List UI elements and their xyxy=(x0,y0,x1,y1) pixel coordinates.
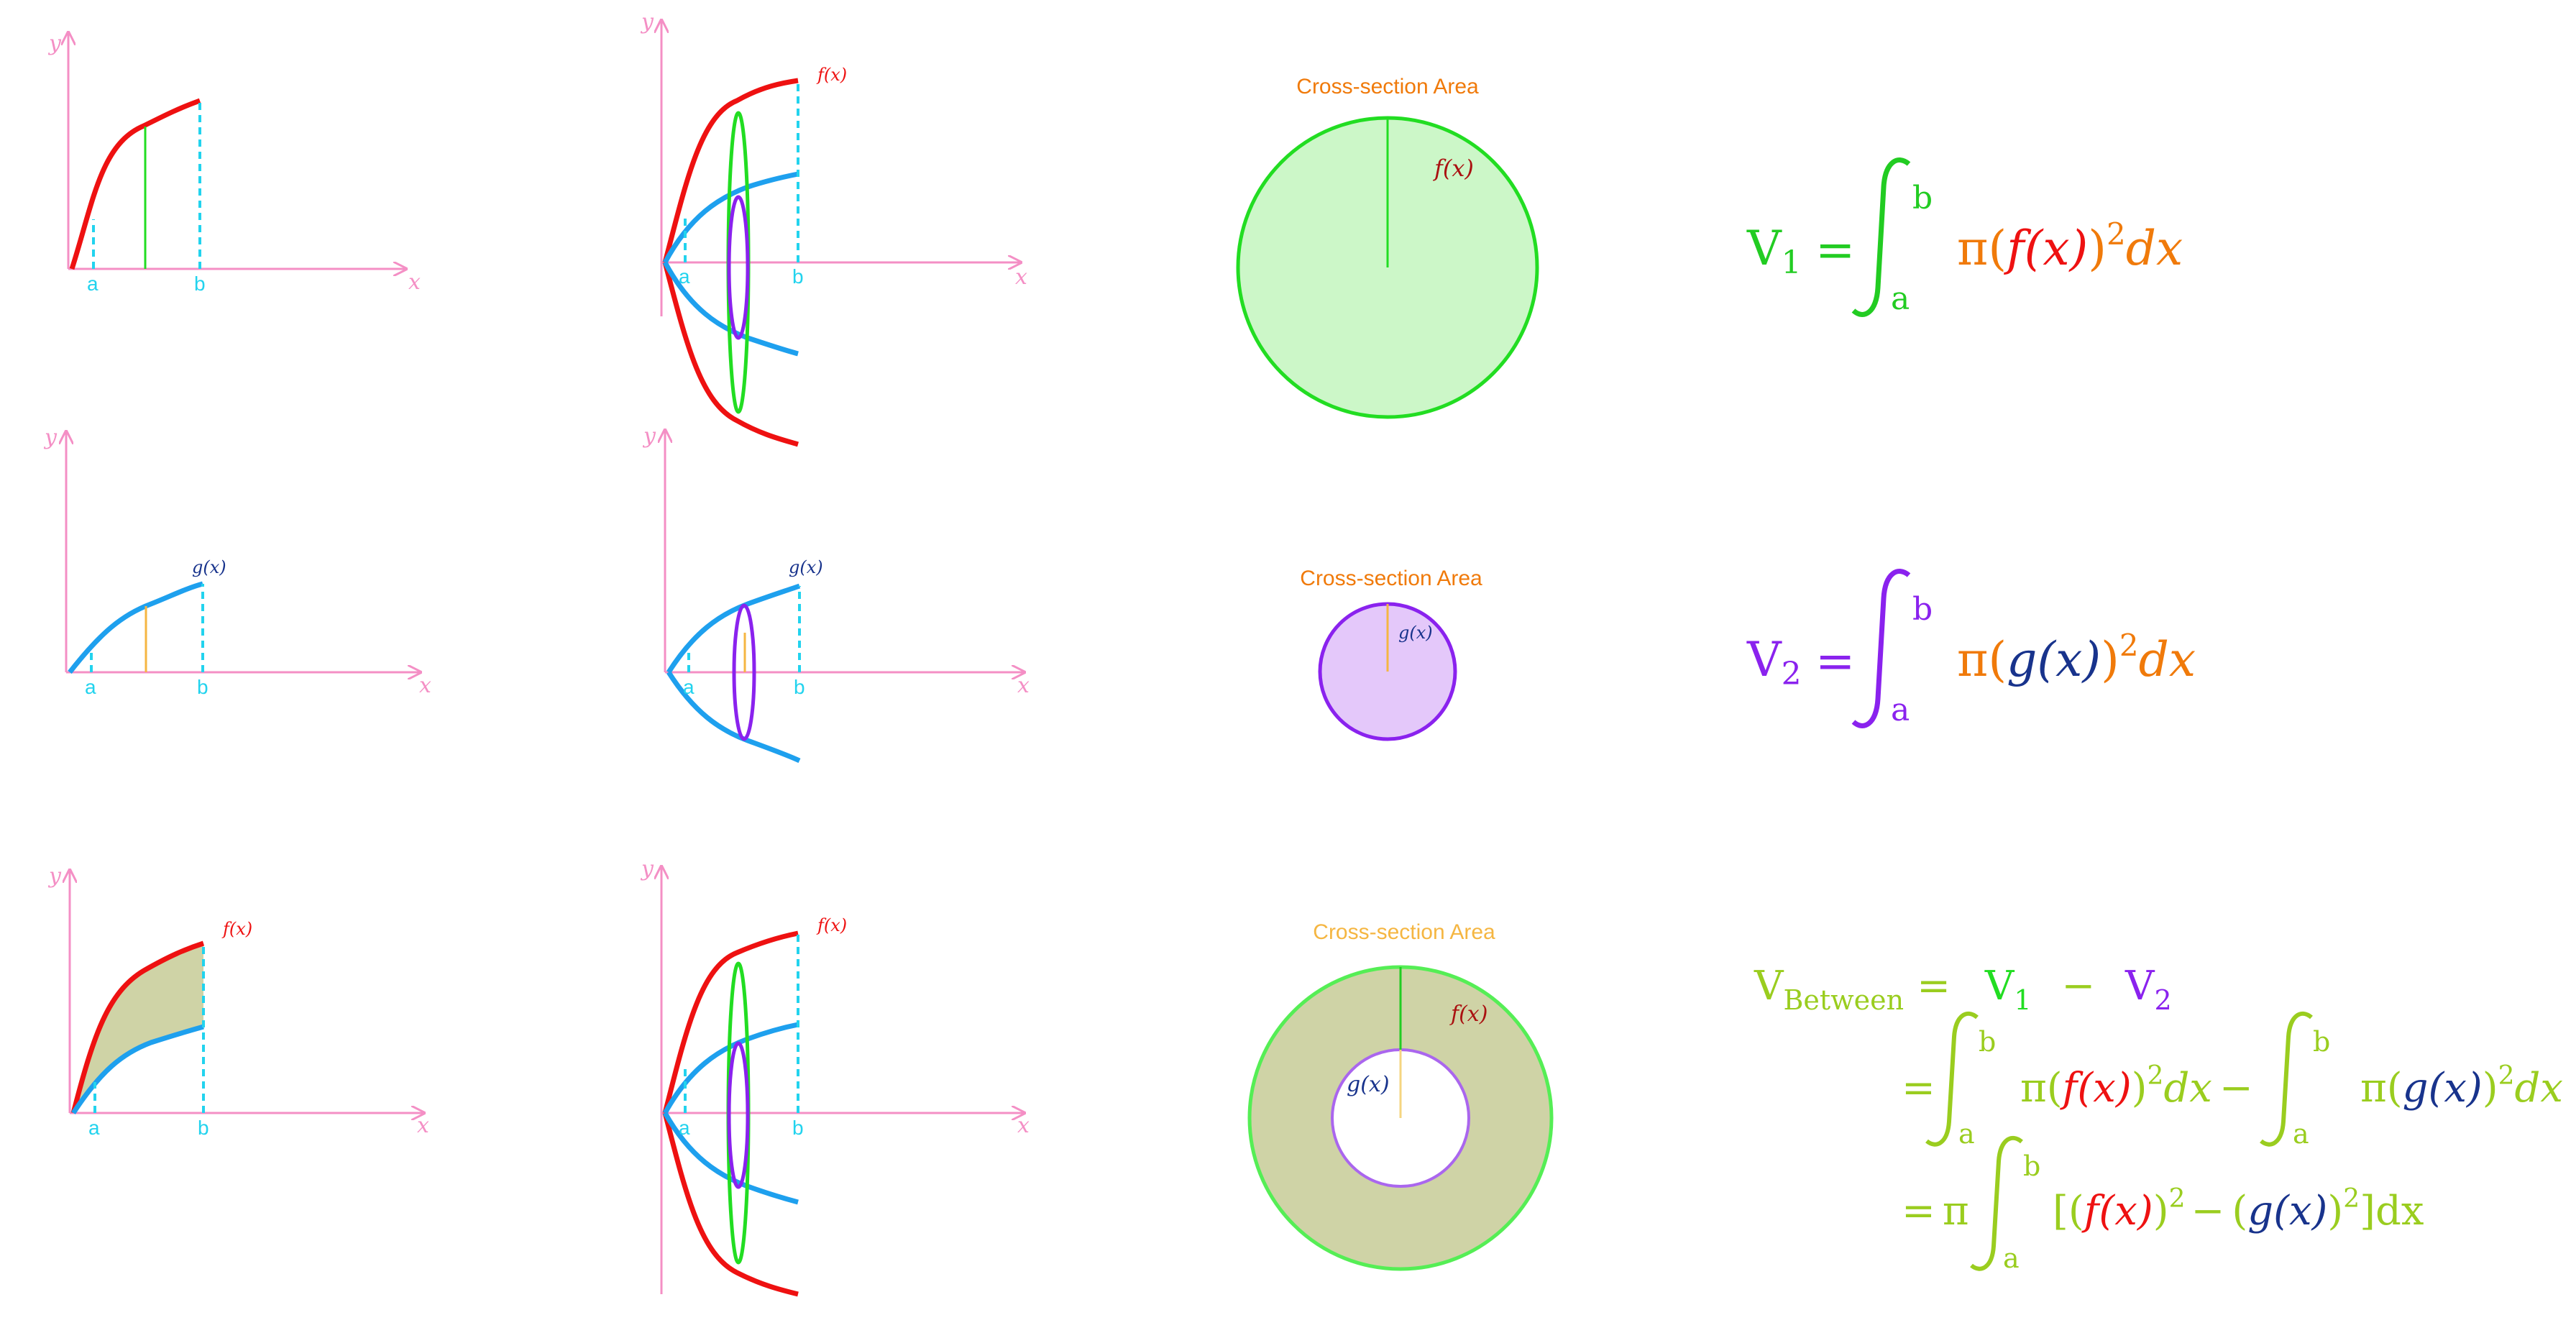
graph-f-2d: y x a b xyxy=(47,31,421,295)
g-label: g(x) xyxy=(192,557,226,577)
formula-v-between: VBetween = V1 − V2 = b a π(f(x))2dx − b a … xyxy=(1754,963,2563,1274)
cross-section-washer: Cross-section Area f(x) g(x) xyxy=(1247,920,1554,1271)
x-axis-label: x xyxy=(1017,1113,1030,1138)
formula-v1: V1 = b a π(f(x))2dx xyxy=(1746,157,2183,317)
f-curve xyxy=(69,98,201,270)
a-label: a xyxy=(85,676,96,698)
y-axis-label: y xyxy=(47,864,62,889)
a-label: a xyxy=(88,1117,100,1139)
cross-section-title: Cross-section Area xyxy=(1313,920,1495,944)
b-label: b xyxy=(792,265,804,288)
disk-ellipse xyxy=(732,603,756,741)
f-curve-lower xyxy=(662,262,799,447)
g-curve xyxy=(68,581,203,674)
vbetween-line3-equals: = π xyxy=(1902,1188,1969,1234)
f-curve xyxy=(70,940,205,1114)
v2-equals: = xyxy=(1815,633,1855,689)
cross-section-disk-f: Cross-section Area f(x) xyxy=(1236,75,1539,419)
inner-disk-ellipse xyxy=(727,195,750,340)
f-curve-upper xyxy=(662,78,799,263)
vbetween-line2-term2: π(g(x))2dx xyxy=(2360,1061,2563,1112)
v2-lhs: V2 xyxy=(1746,632,1802,692)
a-label: a xyxy=(679,265,690,288)
y-axis-label: y xyxy=(43,425,58,450)
y-axis-label: y xyxy=(640,856,654,881)
vbetween-line2-term1: π(f(x))2dx − xyxy=(2020,1061,2253,1112)
f-curve-lower xyxy=(662,1112,799,1297)
graph-g-2d: y x a b g(x) xyxy=(43,425,431,698)
v1-integrand: π(f(x))2dx xyxy=(1957,216,2183,276)
b-label: b xyxy=(198,1117,209,1139)
integral3-lower: a xyxy=(2003,1242,2020,1274)
integral-sign xyxy=(1851,157,1911,317)
solid-f-3d: y x a b f(x) xyxy=(640,9,1027,447)
integral-sign-3 xyxy=(1970,1136,2023,1271)
v1-lhs: V1 xyxy=(1746,221,1802,281)
integral-sign xyxy=(1851,569,1911,728)
cross-section-title: Cross-section Area xyxy=(1296,75,1479,99)
integral-upper: b xyxy=(1912,591,1933,628)
x-axis-label: x xyxy=(1015,265,1027,290)
cross-section-title: Cross-section Area xyxy=(1300,567,1482,590)
integral-sign-2 xyxy=(2260,1012,2313,1147)
cross-section-disk-g: Cross-section Area g(x) xyxy=(1300,567,1482,741)
integral1-upper: b xyxy=(1979,1026,1996,1058)
vbetween-line3-body: [(f(x))2− (g(x))2]dx xyxy=(2053,1184,2424,1234)
vbetween-line1: VBetween = V1 − V2 xyxy=(1754,963,2172,1020)
integral1-lower: a xyxy=(1958,1118,1975,1150)
f-label: f(x) xyxy=(816,915,847,935)
solid-g-3d: y x a b g(x) xyxy=(642,423,1030,764)
integral-upper: b xyxy=(1912,180,1933,216)
x-axis-label: x xyxy=(417,1113,429,1138)
b-label: b xyxy=(197,676,208,698)
a-label: a xyxy=(679,1117,690,1139)
x-axis-label: x xyxy=(408,270,421,295)
a-label: a xyxy=(683,676,695,698)
f-curve-upper xyxy=(662,930,799,1114)
y-axis-label: y xyxy=(47,31,62,56)
b-label: b xyxy=(194,272,206,295)
radius-label-f: f(x) xyxy=(1433,155,1474,182)
integral3-upper: b xyxy=(2023,1150,2040,1182)
x-axis-label: x xyxy=(419,673,431,698)
graph-between-2d: y x a b f(x) xyxy=(47,864,429,1139)
b-label: b xyxy=(792,1117,804,1139)
b-label: b xyxy=(794,676,805,698)
integral2-lower: a xyxy=(2293,1118,2309,1150)
integral-lower: a xyxy=(1891,692,1910,728)
radius-label-g: g(x) xyxy=(1398,623,1433,643)
g-label: g(x) xyxy=(789,557,823,577)
v1-equals: = xyxy=(1815,222,1855,278)
radius-label-g: g(x) xyxy=(1347,1072,1390,1097)
x-axis-label: x xyxy=(1017,673,1030,698)
y-axis-label: y xyxy=(642,423,656,449)
integral-sign-1 xyxy=(1925,1012,1979,1147)
a-label: a xyxy=(87,272,98,295)
integral-lower: a xyxy=(1891,280,1910,317)
f-label: f(x) xyxy=(221,919,252,939)
y-axis-label: y xyxy=(640,9,654,35)
solid-between-3d: y x a b f(x) xyxy=(640,856,1030,1297)
integral2-upper: b xyxy=(2313,1026,2330,1058)
inner-disk-ellipse xyxy=(727,1041,750,1189)
v2-integrand: π(g(x))2dx xyxy=(1957,628,2196,687)
radius-label-f: f(x) xyxy=(1449,1002,1488,1027)
formula-v2: V2 = b a π(g(x))2dx xyxy=(1746,569,2196,728)
f-label: f(x) xyxy=(816,65,847,85)
g-curve xyxy=(71,1024,204,1114)
vbetween-line2-equals: = xyxy=(1902,1065,1935,1112)
